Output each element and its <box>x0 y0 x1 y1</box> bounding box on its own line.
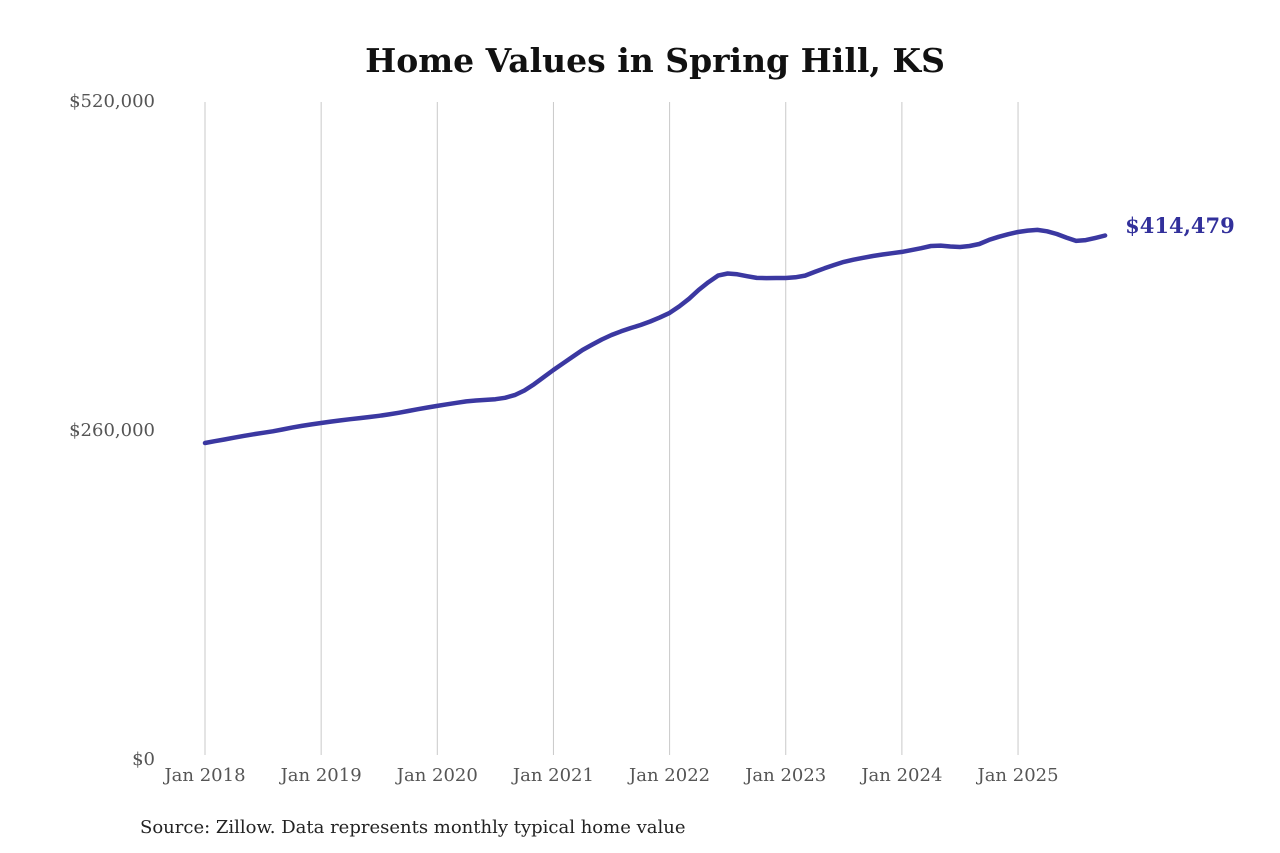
x-axis-tick-label: Jan 2021 <box>511 765 594 786</box>
x-axis-tick-label: Jan 2020 <box>395 765 478 786</box>
home-value-line-series <box>202 227 1108 446</box>
y-axis-tick-label: $260,000 <box>69 420 155 441</box>
x-axis-tick-label: Jan 2019 <box>279 765 362 786</box>
end-value-label: $414,479 <box>1125 213 1235 238</box>
y-axis-tick-label: $520,000 <box>69 91 155 112</box>
x-axis-tick-label: Jan 2022 <box>627 765 710 786</box>
gridlines-group <box>204 102 1019 755</box>
x-axis-tick-label: Jan 2018 <box>162 765 245 786</box>
x-axis-tick-label: Jan 2025 <box>975 765 1058 786</box>
chart-title: Home Values in Spring Hill, KS <box>365 41 945 80</box>
y-axis-tick-labels: $0 $260,000 $520,000 <box>69 91 155 770</box>
source-note: Source: Zillow. Data represents monthly … <box>140 817 686 838</box>
x-axis-tick-labels: Jan 2018 Jan 2019 Jan 2020 Jan 2021 Jan 2022… <box>162 765 1058 786</box>
x-axis-tick-label: Jan 2023 <box>743 765 826 786</box>
x-axis-tick-label: Jan 2024 <box>859 765 942 786</box>
y-axis-tick-label: $0 <box>132 749 155 770</box>
